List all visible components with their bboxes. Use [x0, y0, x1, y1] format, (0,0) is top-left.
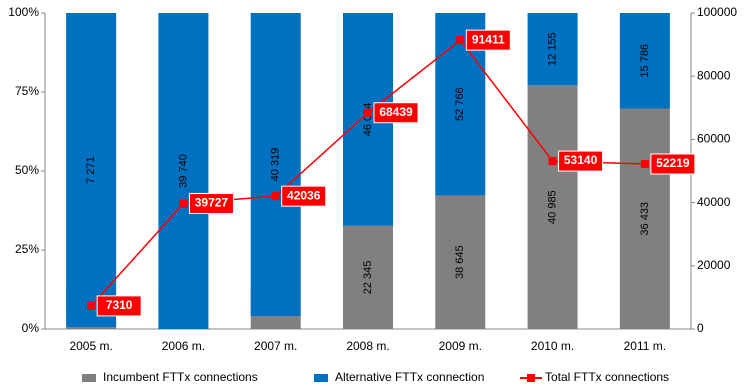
legend-label: Incumbent FTTx connections: [103, 370, 258, 384]
y-tick-label: 75%: [15, 84, 39, 98]
total-label-box: [373, 102, 419, 124]
legend-marker: [527, 374, 535, 382]
value-label-text: 36 433: [639, 202, 651, 236]
y-tick-label: 25%: [15, 242, 39, 256]
value-label-text: 7 271: [85, 156, 97, 184]
x-tick-label: 2010 m.: [531, 339, 574, 353]
value-label-text: 40 319: [270, 148, 282, 182]
x-tick-label: 2011 m.: [624, 339, 666, 353]
legend-label: Total FTTx connections: [545, 370, 669, 384]
value-label: 22 345: [362, 261, 374, 295]
bar-segment: [158, 13, 209, 329]
y2-tick-label: 60000: [697, 132, 731, 146]
value-label: 36 433: [639, 202, 651, 236]
value-label: 38 645: [454, 245, 466, 279]
value-label: 40 319: [270, 148, 282, 182]
value-label-text: 40 985: [546, 190, 558, 224]
legend-label: Alternative FTTx connection: [335, 370, 484, 384]
bar-segment: [619, 108, 670, 329]
x-tick-label: 2006 m.: [162, 339, 205, 353]
line-marker: [456, 36, 465, 45]
line-marker: [364, 108, 372, 117]
total-label: 53140: [564, 153, 598, 167]
value-label-text: 15 786: [639, 44, 651, 78]
value-label-text: 38 645: [454, 245, 466, 279]
total-label-box: [465, 29, 511, 51]
y2-tick-label: 0: [697, 321, 704, 335]
value-label: 39 740: [177, 154, 189, 188]
y-tick-label: 0%: [22, 321, 40, 335]
line-marker: [271, 192, 280, 201]
y2-tick-label: 80000: [697, 68, 731, 82]
y-tick-label: 100%: [8, 5, 39, 19]
total-label-box: [96, 295, 142, 317]
value-label-text: 12 155: [546, 32, 558, 66]
total-label: 52219: [656, 156, 690, 170]
bar-segment: [250, 316, 301, 329]
y-tick-label: 50%: [15, 163, 39, 177]
x-tick-label: 2008 m.: [346, 339, 389, 353]
total-label-box: [281, 185, 327, 207]
line-marker: [87, 301, 96, 310]
value-label: 52 766: [454, 87, 466, 121]
value-label: 40 985: [546, 190, 558, 224]
value-label-text: 46 094: [362, 103, 374, 137]
y2-tick-label: 20000: [697, 258, 731, 272]
bar-segment: [343, 225, 393, 329]
value-label: 46 094: [362, 103, 374, 137]
bar-segment: [435, 195, 486, 329]
x-tick-label: 2009 m.: [439, 339, 482, 353]
value-label-text: 39 740: [177, 154, 189, 188]
line-marker: [548, 157, 557, 166]
total-label: 42036: [287, 188, 321, 202]
total-label: 91411: [472, 32, 505, 46]
legend-swatch: [82, 374, 96, 382]
line-marker: [640, 159, 649, 168]
bar-segment: [250, 13, 301, 317]
value-label: 15 786: [639, 44, 651, 78]
bar-segment: [66, 13, 117, 328]
y2-tick-label: 100000: [697, 5, 737, 19]
total-label-box: [188, 192, 234, 214]
value-label-text: 52 766: [454, 87, 466, 121]
legend-swatch: [314, 374, 328, 382]
x-tick-label: 2005 m.: [69, 339, 112, 353]
bar-segment: [527, 13, 578, 86]
value-label: 7 271: [85, 156, 97, 184]
total-label: 68439: [379, 105, 413, 119]
bar-segment: [66, 327, 117, 329]
value-label-text: 22 345: [362, 261, 374, 295]
value-label: 12 155: [546, 32, 558, 66]
total-label-box: [558, 150, 604, 172]
total-label: 7310: [106, 298, 133, 312]
bar-segment: [619, 13, 670, 109]
y2-tick-label: 40000: [697, 195, 731, 209]
bar-segment: [527, 85, 578, 329]
total-label: 39727: [195, 196, 229, 210]
x-tick-label: 2007 m.: [254, 339, 297, 353]
line-marker: [179, 199, 188, 208]
total-label-box: [650, 153, 696, 175]
